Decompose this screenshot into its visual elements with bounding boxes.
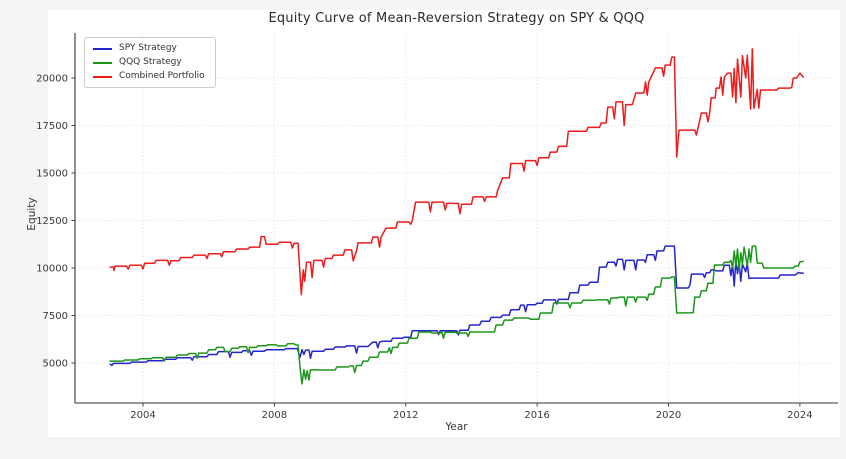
series-line-spy-strategy [109, 245, 804, 367]
legend-label: Combined Portfolio [119, 71, 205, 81]
x-tick-label: 2012 [393, 410, 418, 421]
y-tick-label: 20000 [36, 73, 68, 84]
spy-line-swatch-icon [93, 47, 112, 50]
y-tick-label: 12500 [36, 216, 68, 227]
x-tick-label: 2024 [787, 410, 812, 421]
legend-item-qqq: QQQ Strategy [93, 57, 205, 68]
chart-title: Equity Curve of Mean-Reversion Strategy … [268, 11, 645, 26]
x-tick-label: 2008 [262, 410, 287, 421]
y-tick-label: 7500 [43, 311, 68, 322]
y-tick-label: 15000 [36, 168, 68, 179]
legend-label: QQQ Strategy [119, 57, 182, 67]
x-tick-label: 2020 [656, 410, 681, 421]
y-tick-label: 17500 [36, 121, 68, 132]
legend: SPY Strategy QQQ Strategy Combined Portf… [84, 37, 216, 88]
qqq-line-swatch-icon [93, 61, 112, 64]
legend-label: SPY Strategy [119, 43, 177, 53]
x-tick-label: 2016 [524, 410, 549, 421]
legend-item-spy: SPY Strategy [93, 43, 205, 54]
x-tick-label: 2004 [130, 410, 155, 421]
x-axis-label: Year [445, 421, 468, 433]
series-line-qqq-strategy [109, 245, 804, 385]
legend-item-combined: Combined Portfolio [93, 71, 205, 82]
combined-line-swatch-icon [93, 75, 112, 78]
y-tick-label: 10000 [36, 264, 68, 275]
y-tick-label: 5000 [43, 359, 68, 370]
y-axis-label: Equity [26, 197, 38, 231]
series-line-combined-portfolio [109, 48, 804, 296]
